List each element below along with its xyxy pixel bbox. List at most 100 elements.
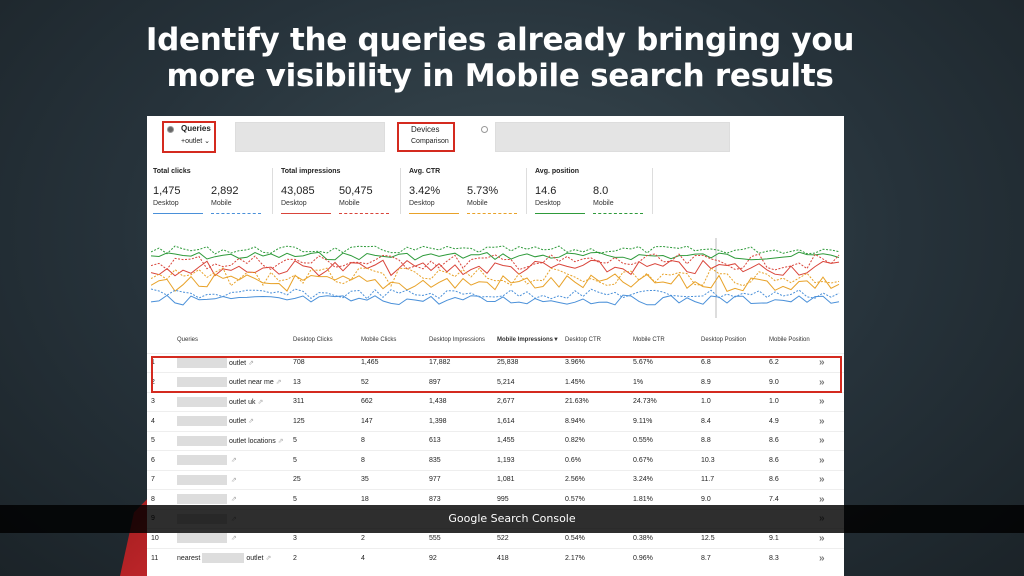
metric-mobile-label: Mobile bbox=[339, 200, 360, 207]
row-expand-icon[interactable]: » bbox=[819, 415, 825, 427]
redacted-text bbox=[177, 377, 227, 388]
query-cell[interactable]: outlet uk ⇗ bbox=[173, 391, 289, 412]
cell-dp: 8.8 bbox=[697, 430, 765, 451]
metric-mobile-value: 50,475 bbox=[339, 185, 373, 197]
redacted-text bbox=[177, 494, 227, 505]
queries-filter-label[interactable]: Queries bbox=[181, 124, 211, 133]
header-mobile-clicks[interactable]: Mobile Clicks bbox=[361, 337, 397, 344]
external-link-icon[interactable]: ⇗ bbox=[265, 554, 272, 562]
queries-filter-value[interactable]: +outlet ⌄ bbox=[181, 138, 211, 145]
metric-desktop-label: Desktop bbox=[409, 200, 435, 207]
cell-dctr: 0.82% bbox=[561, 430, 629, 451]
cell-mp: 8.6 bbox=[765, 469, 815, 490]
title-line-1: Identify the queries already bringing yo… bbox=[145, 22, 855, 58]
metric-card[interactable]: Avg. CTR 3.42% 5.73% Desktop Mobile bbox=[409, 168, 529, 218]
header-desktop-impressions[interactable]: Desktop Impressions bbox=[429, 337, 486, 344]
metric-card[interactable]: Avg. position 14.6 8.0 Desktop Mobile bbox=[535, 168, 655, 218]
cell-di: 92 bbox=[425, 547, 493, 568]
query-cell[interactable]: nearest outlet ⇗ bbox=[173, 547, 289, 568]
cell-mc: 18 bbox=[357, 489, 425, 509]
table-row[interactable]: 7 ⇗ 25 35 977 1,081 2.56% 3.24% 11.7 8.6 » bbox=[147, 469, 844, 490]
metric-mobile-legend bbox=[211, 213, 261, 214]
table-row[interactable]: 11 nearest outlet ⇗ 2 4 92 418 2.17% 0.96% 8.7 8.3… bbox=[147, 547, 844, 568]
performance-chart bbox=[151, 238, 840, 318]
row-expand-icon[interactable]: » bbox=[819, 493, 825, 505]
row-expand-icon[interactable]: » bbox=[819, 357, 825, 369]
extra-filter-input[interactable] bbox=[495, 122, 730, 152]
redacted-text bbox=[202, 553, 245, 563]
header-desktop-ctr[interactable]: Desktop CTR bbox=[565, 337, 602, 344]
query-text: outlet bbox=[229, 359, 247, 367]
queries-radio[interactable] bbox=[167, 126, 174, 133]
metric-desktop-legend bbox=[281, 213, 331, 214]
header-desktop-clicks[interactable]: Desktop Clicks bbox=[293, 337, 333, 344]
row-expand-icon[interactable]: » bbox=[819, 454, 825, 466]
header-desktop-position[interactable]: Desktop Position bbox=[701, 337, 747, 344]
row-expand-icon[interactable]: » bbox=[819, 435, 825, 447]
external-link-icon[interactable]: ⇗ bbox=[231, 496, 237, 504]
external-link-icon[interactable]: ⇗ bbox=[257, 398, 264, 406]
query-cell[interactable]: ⇗ bbox=[173, 469, 289, 490]
metric-card[interactable]: Total impressions 43,085 50,475 Desktop Mobi… bbox=[281, 168, 401, 218]
external-link-icon[interactable]: ⇗ bbox=[248, 418, 254, 426]
header-mobile-impressions[interactable]: Mobile Impressions▼ bbox=[497, 337, 559, 344]
table-row[interactable]: 2 outlet near me ⇗ 13 52 897 5,214 1.45% 1% 8.9 9.… bbox=[147, 372, 844, 392]
queries-filter-input[interactable] bbox=[235, 122, 385, 152]
cell-mctr: 1% bbox=[629, 372, 697, 392]
devices-filter-value[interactable]: Comparison bbox=[411, 138, 449, 145]
redacted-text bbox=[177, 474, 227, 485]
cell-mctr: 1.81% bbox=[629, 489, 697, 509]
external-link-icon[interactable]: ⇗ bbox=[231, 457, 237, 465]
metric-desktop-label: Desktop bbox=[281, 200, 307, 207]
query-cell[interactable]: outlet locations ⇗ bbox=[173, 430, 289, 451]
metric-card[interactable]: Total clicks 1,475 2,892 Desktop Mobile bbox=[153, 168, 273, 218]
redacted-text bbox=[177, 455, 227, 466]
table-row[interactable]: 3 outlet uk ⇗ 311 662 1,438 2,677 21.63% 24.73% 1… bbox=[147, 391, 844, 412]
external-link-icon[interactable]: ⇗ bbox=[248, 359, 254, 367]
table-row[interactable]: 4 outlet ⇗ 125 147 1,398 1,614 8.94% 9.11% 8.4 4.9… bbox=[147, 411, 844, 431]
external-link-icon[interactable]: ⇗ bbox=[277, 437, 284, 445]
redacted-text bbox=[177, 416, 227, 427]
table-row[interactable]: 5 outlet locations ⇗ 5 8 613 1,455 0.82% 0.55% 8.… bbox=[147, 430, 844, 451]
cell-dc: 311 bbox=[289, 391, 357, 412]
query-cell[interactable]: ⇗ bbox=[173, 489, 289, 509]
metric-separator bbox=[400, 168, 401, 214]
cell-di: 897 bbox=[425, 372, 493, 392]
metric-mobile-label: Mobile bbox=[467, 200, 488, 207]
row-expand-icon[interactable]: » bbox=[819, 396, 825, 408]
query-cell[interactable]: outlet ⇗ bbox=[173, 411, 289, 431]
cell-di: 977 bbox=[425, 469, 493, 490]
metric-desktop-legend bbox=[153, 213, 203, 214]
cell-di: 873 bbox=[425, 489, 493, 509]
chart-series-line bbox=[151, 294, 840, 306]
title-line-2: more visibility in Mobile search results bbox=[166, 58, 834, 94]
redacted-text bbox=[177, 435, 227, 446]
metric-title: Total impressions bbox=[281, 168, 341, 175]
cell-mi: 1,193 bbox=[493, 450, 561, 470]
header-mobile-position[interactable]: Mobile Position bbox=[769, 337, 810, 344]
header-mobile-ctr[interactable]: Mobile CTR bbox=[633, 337, 665, 344]
cell-mp: 8.6 bbox=[765, 450, 815, 470]
cell-mi: 5,214 bbox=[493, 372, 561, 392]
metric-mobile-legend bbox=[339, 213, 389, 214]
query-cell[interactable]: outlet near me ⇗ bbox=[173, 372, 289, 392]
external-link-icon[interactable]: ⇗ bbox=[275, 379, 282, 387]
cell-dc: 25 bbox=[289, 469, 357, 490]
cell-dp: 8.4 bbox=[697, 411, 765, 431]
row-expand-icon[interactable]: » bbox=[819, 532, 825, 544]
cell-dctr: 0.57% bbox=[561, 489, 629, 509]
row-expand-icon[interactable]: » bbox=[819, 376, 825, 388]
external-link-icon[interactable]: ⇗ bbox=[231, 535, 237, 543]
table-row[interactable]: 8 ⇗ 5 18 873 995 0.57% 1.81% 9.0 7.4 » bbox=[147, 489, 844, 509]
external-link-icon[interactable]: ⇗ bbox=[231, 476, 237, 484]
header-queries[interactable]: Queries bbox=[177, 337, 199, 344]
metric-desktop-legend bbox=[535, 213, 585, 214]
devices-filter-label[interactable]: Devices bbox=[411, 125, 440, 134]
row-expand-icon[interactable]: » bbox=[819, 474, 825, 486]
cell-mp: 1.0 bbox=[765, 391, 815, 412]
devices-highlight bbox=[397, 122, 455, 152]
extra-radio[interactable] bbox=[481, 126, 488, 133]
table-row[interactable]: 6 ⇗ 5 8 835 1,193 0.6% 0.67% 10.3 8.6 » bbox=[147, 450, 844, 470]
row-expand-icon[interactable]: » bbox=[819, 552, 825, 564]
query-cell[interactable]: ⇗ bbox=[173, 450, 289, 470]
